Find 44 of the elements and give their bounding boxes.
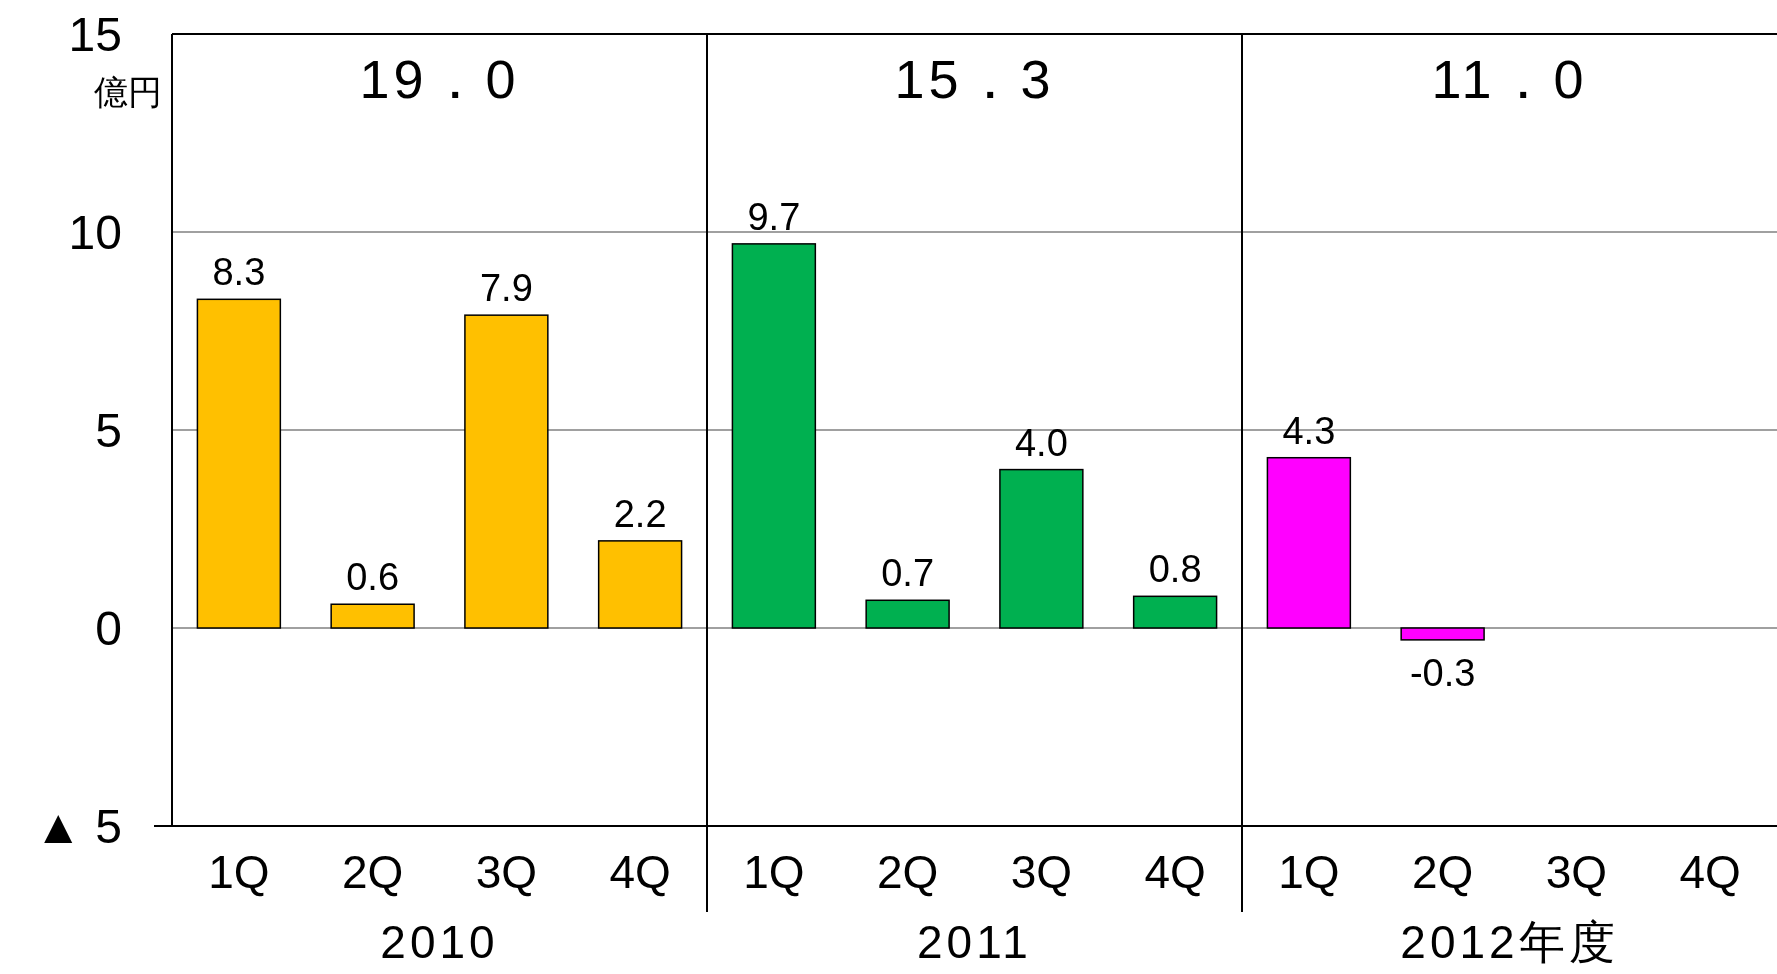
bar (597, 540, 683, 629)
x-tick-label: 2Q (1411, 846, 1474, 898)
bar (330, 603, 415, 629)
bar (196, 298, 282, 629)
x-tick-label: 1Q (1278, 846, 1340, 898)
data-label: 2.2 (613, 492, 667, 535)
data-label: 0.7 (881, 552, 935, 595)
data-label: 9.7 (747, 195, 801, 238)
data-label: 0.6 (346, 556, 400, 599)
bar (731, 243, 817, 629)
x-tick-label: 4Q (1679, 846, 1741, 898)
annotation: 19．0 (359, 49, 520, 109)
y-tick-label: ▲ 5 (34, 800, 122, 853)
annotation: 11．0 (1431, 49, 1588, 109)
y-axis-title: 億円 (94, 73, 162, 111)
x-tick-label: 4Q (609, 846, 671, 898)
text: 2011 (917, 916, 1032, 968)
x-tick-label: 2Q (341, 846, 404, 898)
bar (1132, 595, 1218, 629)
data-label: 8.3 (212, 251, 266, 294)
x-tick-label: 1Q (208, 846, 270, 898)
x-tick-label: 1Q (743, 846, 805, 898)
data-label: 4.3 (1282, 409, 1336, 452)
x-tick-label: 3Q (1010, 846, 1073, 898)
y-tick-label: 0 (95, 602, 122, 655)
x-tick-label: 4Q (1144, 846, 1206, 898)
x-tick-label: 3Q (475, 846, 538, 898)
data-label: -0.3 (1409, 651, 1476, 694)
bar (1400, 627, 1485, 641)
data-label: 7.9 (479, 267, 533, 310)
annotation: 15．3 (894, 49, 1055, 109)
data-label: 4.0 (1014, 421, 1068, 464)
y-tick-label: 15 (68, 8, 122, 61)
y-tick-label: 10 (68, 206, 122, 259)
x-tick-label: 3Q (1545, 846, 1608, 898)
text: 2010 (380, 916, 499, 968)
x-tick-label: 2Q (876, 846, 939, 898)
text: 2012年度 (1400, 916, 1619, 968)
bar (865, 599, 950, 629)
y-tick-label: 5 (95, 404, 122, 457)
bar (999, 468, 1084, 629)
bar (464, 314, 549, 629)
data-label: 0.8 (1148, 548, 1202, 591)
bar (1266, 456, 1352, 629)
